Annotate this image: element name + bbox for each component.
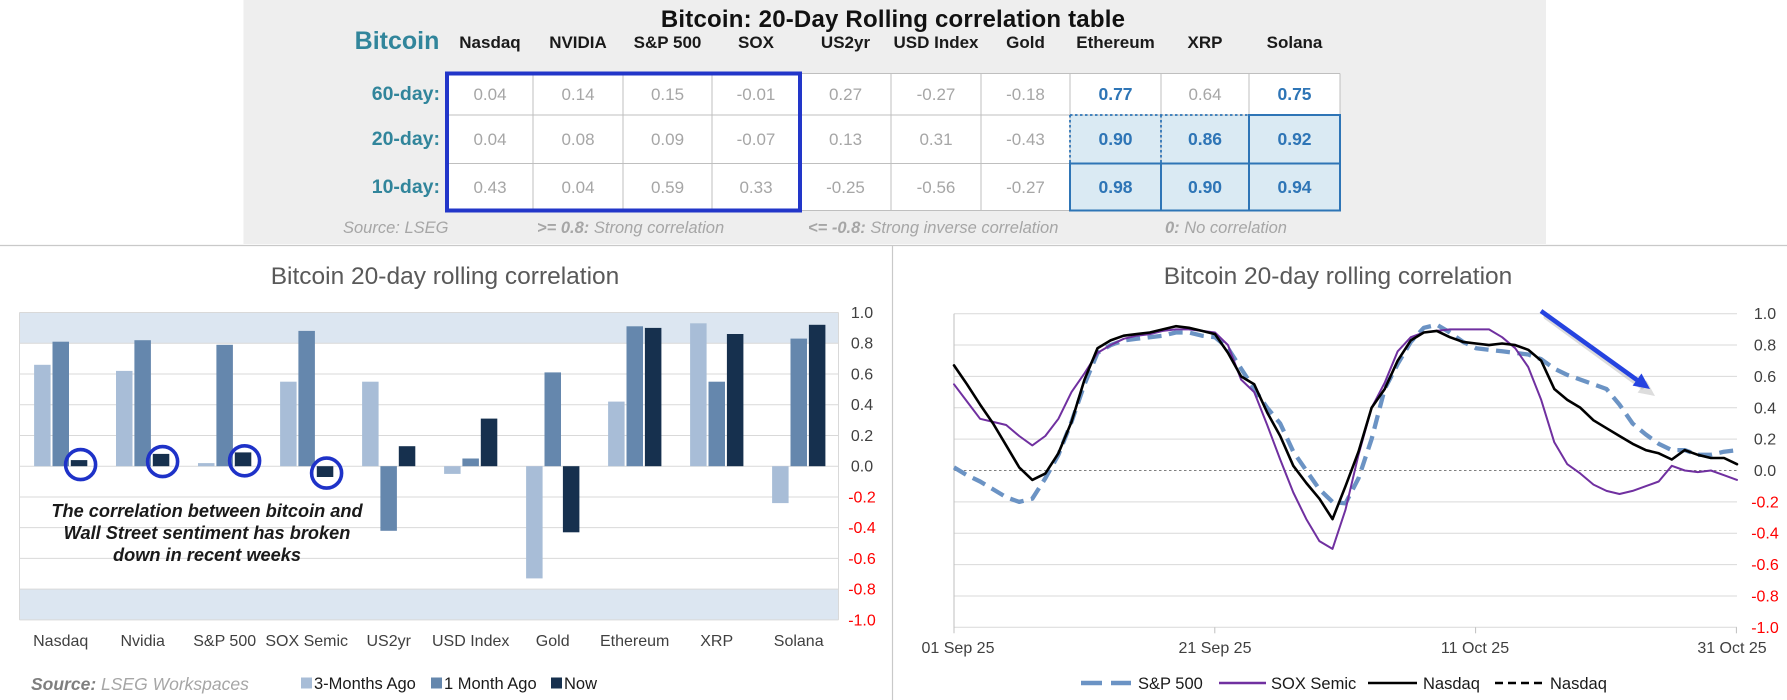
svg-text:0.09: 0.09: [651, 130, 684, 149]
svg-text:-1.0: -1.0: [848, 612, 876, 629]
svg-text:0.08: 0.08: [561, 130, 594, 149]
svg-text:0.94: 0.94: [1277, 177, 1311, 197]
svg-text:0.43: 0.43: [473, 178, 506, 197]
svg-text:-0.18: -0.18: [1006, 85, 1045, 104]
svg-text:1.0: 1.0: [851, 305, 873, 322]
svg-text:Solana: Solana: [1267, 33, 1323, 52]
svg-text:1.0: 1.0: [1754, 306, 1776, 323]
svg-text:Solana: Solana: [774, 633, 824, 650]
svg-text:XRP: XRP: [1188, 33, 1223, 52]
svg-text:31 Oct 25: 31 Oct 25: [1697, 640, 1766, 657]
svg-text:-0.4: -0.4: [848, 520, 876, 537]
svg-text:-0.2: -0.2: [848, 489, 876, 506]
svg-text:Ethereum: Ethereum: [1076, 33, 1154, 52]
svg-text:-0.07: -0.07: [737, 130, 776, 149]
svg-text:S&P 500: S&P 500: [634, 33, 702, 52]
svg-text:-0.27: -0.27: [1006, 178, 1045, 197]
svg-text:0.4: 0.4: [851, 397, 873, 414]
svg-text:0.59: 0.59: [651, 178, 684, 197]
svg-text:10-day:: 10-day:: [372, 176, 440, 198]
svg-text:SOX: SOX: [738, 33, 775, 52]
svg-text:-0.27: -0.27: [917, 85, 956, 104]
svg-text:0.8: 0.8: [1754, 338, 1776, 355]
svg-text:0.8: 0.8: [851, 336, 873, 353]
svg-text:-0.43: -0.43: [1006, 130, 1045, 149]
svg-text:0.4: 0.4: [1754, 400, 1776, 417]
svg-text:-0.6: -0.6: [848, 551, 876, 568]
svg-text:0: No correlation: 0: No correlation: [1165, 219, 1287, 237]
svg-text:0.6: 0.6: [851, 366, 873, 383]
svg-text:0.0: 0.0: [1754, 463, 1776, 480]
svg-text:1 Month Ago: 1 Month Ago: [444, 675, 537, 693]
svg-text:-0.01: -0.01: [737, 85, 776, 104]
svg-text:0.33: 0.33: [739, 178, 772, 197]
svg-text:Nasdaq: Nasdaq: [459, 33, 520, 52]
svg-text:-0.4: -0.4: [1751, 526, 1779, 543]
svg-text:Bitcoin: 20-Day Rolling correl: Bitcoin: 20-Day Rolling correlation tabl…: [661, 6, 1125, 33]
svg-text:Gold: Gold: [536, 633, 570, 650]
svg-text:S&P 500: S&P 500: [193, 633, 256, 650]
svg-text:-0.8: -0.8: [1751, 588, 1779, 605]
svg-text:0.77: 0.77: [1098, 84, 1132, 104]
svg-text:NVIDIA: NVIDIA: [549, 33, 607, 52]
svg-text:0.2: 0.2: [1754, 432, 1776, 449]
svg-text:<= -0.8: Strong inverse corre: <= -0.8: Strong inverse correlation: [808, 219, 1058, 237]
svg-text:60-day:: 60-day:: [372, 83, 440, 105]
svg-text:Source: LSEG: Source: LSEG: [343, 219, 449, 237]
svg-text:-0.25: -0.25: [826, 178, 865, 197]
svg-text:Nasdaq: Nasdaq: [1423, 675, 1480, 693]
svg-text:0.27: 0.27: [829, 85, 862, 104]
svg-text:-0.56: -0.56: [917, 178, 956, 197]
svg-text:01 Sep 25: 01 Sep 25: [922, 640, 995, 657]
svg-text:0.04: 0.04: [561, 178, 594, 197]
svg-text:SOX Semic: SOX Semic: [1271, 675, 1356, 693]
svg-text:20-day:: 20-day:: [372, 128, 440, 150]
svg-text:0.90: 0.90: [1188, 177, 1222, 197]
svg-text:0.15: 0.15: [651, 85, 684, 104]
svg-text:USD Index: USD Index: [432, 633, 509, 650]
svg-text:0.04: 0.04: [473, 85, 506, 104]
svg-text:0.64: 0.64: [1188, 85, 1221, 104]
svg-text:0.13: 0.13: [829, 130, 862, 149]
svg-text:-0.6: -0.6: [1751, 557, 1779, 574]
svg-text:down in recent weeks: down in recent weeks: [113, 545, 301, 565]
svg-text:21 Sep 25: 21 Sep 25: [1179, 640, 1252, 657]
svg-text:0.86: 0.86: [1188, 129, 1222, 149]
svg-text:0.0: 0.0: [851, 459, 873, 476]
svg-text:>= 0.8: Strong correlation: >= 0.8: Strong correlation: [537, 219, 724, 237]
svg-text:S&P 500: S&P 500: [1138, 675, 1203, 693]
svg-text:0.75: 0.75: [1277, 84, 1311, 104]
svg-text:0.04: 0.04: [473, 130, 506, 149]
svg-text:0.31: 0.31: [919, 130, 952, 149]
svg-text:XRP: XRP: [700, 633, 733, 650]
svg-text:USD Index: USD Index: [893, 33, 979, 52]
svg-text:0.98: 0.98: [1098, 177, 1132, 197]
svg-text:US2yr: US2yr: [821, 33, 871, 52]
svg-text:-1.0: -1.0: [1751, 620, 1779, 637]
svg-text:Bitcoin 20-day rolling correla: Bitcoin 20-day rolling correlation: [271, 263, 620, 290]
svg-text:Nvidia: Nvidia: [120, 633, 165, 650]
svg-text:11 Oct 25: 11 Oct 25: [1441, 640, 1509, 657]
svg-text:SOX Semic: SOX Semic: [265, 633, 348, 650]
svg-text:0.6: 0.6: [1754, 369, 1776, 386]
svg-text:Nasdaq: Nasdaq: [33, 633, 88, 650]
svg-text:US2yr: US2yr: [366, 633, 411, 650]
svg-text:Gold: Gold: [1006, 33, 1045, 52]
svg-text:3-Months Ago: 3-Months Ago: [314, 675, 416, 693]
svg-text:Wall Street sentiment has brok: Wall Street sentiment has broken: [64, 523, 351, 543]
svg-text:Now: Now: [564, 675, 597, 693]
svg-text:Nasdaq: Nasdaq: [1550, 675, 1607, 693]
svg-text:Source: LSEG Workspaces: Source: LSEG Workspaces: [31, 674, 249, 694]
svg-text:The correlation between bitcoi: The correlation between bitcoin and: [51, 501, 363, 521]
svg-text:Ethereum: Ethereum: [600, 633, 669, 650]
svg-text:-0.8: -0.8: [848, 582, 876, 599]
svg-text:Bitcoin: Bitcoin: [355, 27, 440, 55]
svg-text:0.14: 0.14: [561, 85, 594, 104]
svg-text:Bitcoin 20-day rolling correla: Bitcoin 20-day rolling correlation: [1164, 263, 1513, 290]
svg-text:0.2: 0.2: [851, 428, 873, 445]
svg-text:0.90: 0.90: [1098, 129, 1132, 149]
svg-text:-0.2: -0.2: [1751, 494, 1779, 511]
svg-text:0.92: 0.92: [1277, 129, 1311, 149]
